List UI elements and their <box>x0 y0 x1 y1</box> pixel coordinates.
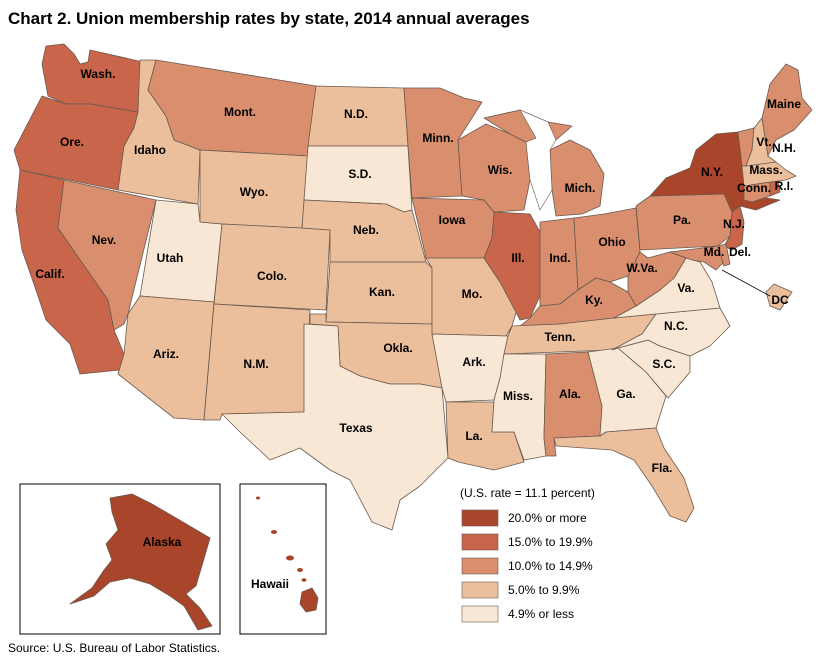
source-note: Source: U.S. Bureau of Labor Statistics. <box>8 641 220 655</box>
label-dc: DC <box>771 293 789 307</box>
state-labels: Wash. Ore. Calif. Idaho Nev. Utah Ariz. Mont. Wy… <box>35 67 801 591</box>
state-del[interactable] <box>717 243 731 267</box>
label-ny: N.Y. <box>701 165 723 179</box>
label-vt: Vt. <box>756 135 771 149</box>
label-co: Colo. <box>257 269 287 283</box>
label-or: Ore. <box>60 135 84 149</box>
label-ks: Kan. <box>369 285 395 299</box>
label-al: Ala. <box>559 387 581 401</box>
legend-swatch-3 <box>461 581 499 599</box>
legend-note: (U.S. rate = 11.1 percent) <box>460 486 595 500</box>
state-maine[interactable] <box>761 63 813 157</box>
label-de: Del. <box>729 245 751 259</box>
label-in: Ind. <box>549 251 570 265</box>
label-fl: Fla. <box>652 461 673 475</box>
label-va: Va. <box>677 281 694 295</box>
state-iowa[interactable] <box>411 197 495 259</box>
label-md: Md. <box>704 245 725 259</box>
legend-swatch-1 <box>461 533 499 551</box>
label-mo: Mo. <box>462 287 483 301</box>
state-nj[interactable] <box>723 205 745 251</box>
state-nev[interactable] <box>57 179 157 331</box>
label-sc: S.C. <box>652 357 675 371</box>
state-nc[interactable] <box>611 307 731 357</box>
state-dc[interactable] <box>765 283 793 311</box>
label-mt: Mont. <box>224 105 256 119</box>
label-nj: N.J. <box>723 217 745 231</box>
label-ma: Mass. <box>749 163 782 177</box>
state-colo[interactable] <box>213 223 331 311</box>
label-il: Ill. <box>511 251 524 265</box>
legend-swatch-2 <box>461 557 499 575</box>
state-texas[interactable] <box>221 323 449 531</box>
state-mass[interactable] <box>741 161 797 187</box>
state-hawaii[interactable] <box>299 587 319 613</box>
label-ga: Ga. <box>616 387 635 401</box>
state-fla[interactable] <box>553 427 695 523</box>
label-tx: Texas <box>339 421 372 435</box>
state-wis[interactable] <box>457 123 531 213</box>
label-ms: Miss. <box>503 389 533 403</box>
hawaii-inset-frame <box>239 483 327 635</box>
label-id: Idaho <box>134 143 166 157</box>
label-ok: Okla. <box>383 341 412 355</box>
state-ill[interactable] <box>483 211 541 321</box>
label-ia: Iowa <box>439 213 466 227</box>
legend-label-4: 4.9% or less <box>508 607 574 621</box>
lake-michigan <box>519 109 557 211</box>
label-ut: Utah <box>157 251 184 265</box>
label-tn: Tenn. <box>544 330 575 344</box>
label-oh: Ohio <box>598 235 625 249</box>
label-me: Maine <box>767 97 801 111</box>
label-wa: Wash. <box>81 67 116 81</box>
legend-swatch-4 <box>461 605 499 623</box>
state-alaska[interactable] <box>69 493 213 631</box>
legend: (U.S. rate = 11.1 percent) 20.0% or more… <box>460 486 595 623</box>
label-az: Ariz. <box>153 347 179 361</box>
label-ca: Calif. <box>35 267 64 281</box>
label-ri: R.I. <box>775 179 794 193</box>
label-ct: Conn. <box>737 181 771 195</box>
label-mi: Mich. <box>565 181 596 195</box>
label-nm: N.M. <box>243 357 268 371</box>
legend-label-0: 20.0% or more <box>508 511 587 525</box>
legend-label-2: 10.0% to 14.9% <box>508 559 593 573</box>
label-sd: S.D. <box>348 167 371 181</box>
legend-swatch-0 <box>461 509 499 527</box>
dc-leader-line <box>721 269 771 297</box>
label-ky: Ky. <box>585 293 603 307</box>
label-wv: W.Va. <box>626 261 657 275</box>
label-ar: Ark. <box>462 355 485 369</box>
chart-title: Chart 2. Union membership rates by state… <box>8 9 530 28</box>
label-pa: Pa. <box>673 213 691 227</box>
state-wva[interactable] <box>627 251 687 307</box>
label-mn: Minn. <box>422 131 453 145</box>
label-ne: Neb. <box>353 223 379 237</box>
label-nv: Nev. <box>92 233 116 247</box>
legend-label-3: 5.0% to 9.9% <box>508 583 580 597</box>
label-wi: Wis. <box>488 163 513 177</box>
legend-label-1: 15.0% to 19.9% <box>508 535 593 549</box>
label-hi: Hawaii <box>251 577 289 591</box>
hawaii-small-islands <box>256 496 307 582</box>
label-wy: Wyo. <box>240 185 268 199</box>
label-nh: N.H. <box>772 141 796 155</box>
label-nc: N.C. <box>664 319 688 333</box>
label-ak: Alaska <box>143 535 182 549</box>
label-la: La. <box>465 429 482 443</box>
states-layer <box>13 43 813 531</box>
label-nd: N.D. <box>344 107 368 121</box>
